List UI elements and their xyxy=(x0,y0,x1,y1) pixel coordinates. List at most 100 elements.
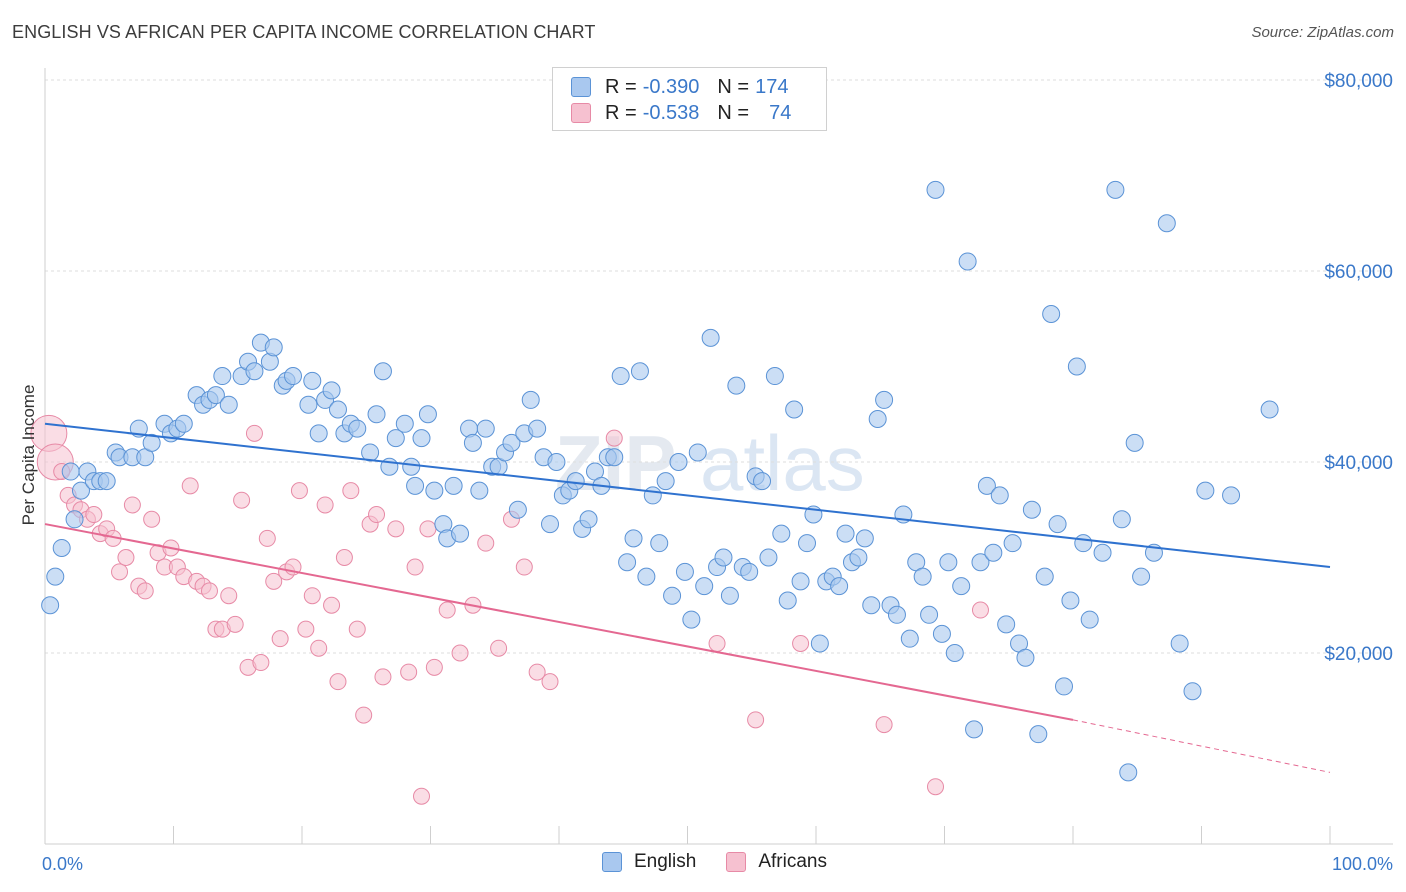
african-point xyxy=(316,496,334,514)
english-point xyxy=(41,596,60,615)
african-point xyxy=(875,716,893,734)
watermark-atlas: atlas xyxy=(700,419,865,507)
english-point xyxy=(637,567,656,586)
english-point xyxy=(1080,610,1099,629)
english-point xyxy=(1157,214,1176,233)
english-point xyxy=(284,367,303,386)
english-point xyxy=(618,553,637,572)
african-point xyxy=(747,711,765,729)
english-point xyxy=(656,472,675,491)
english-point xyxy=(1260,400,1279,419)
english-point xyxy=(386,429,405,448)
english-point xyxy=(663,586,682,605)
africans-trend-line xyxy=(44,523,1074,721)
african-point xyxy=(451,644,469,662)
english-point xyxy=(206,386,225,405)
legend-r-value: -0.538 xyxy=(642,101,700,124)
english-point xyxy=(61,462,80,481)
english-point xyxy=(862,596,881,615)
english-point xyxy=(759,548,778,567)
y-tick-label: $40,000 xyxy=(1324,453,1393,474)
african-point xyxy=(200,582,218,600)
series-legend: English Africans xyxy=(602,851,857,873)
x-tick-label: 0.0% xyxy=(42,854,83,874)
legend-swatch-english xyxy=(602,852,622,872)
english-point xyxy=(830,577,849,596)
english-point xyxy=(1003,534,1022,553)
english-point xyxy=(926,180,945,199)
english-point xyxy=(1042,304,1061,323)
english-point xyxy=(463,433,482,452)
english-point xyxy=(348,419,367,438)
english-point xyxy=(977,476,996,495)
y-tick-label: $60,000 xyxy=(1324,262,1393,283)
african-point xyxy=(323,596,341,614)
african-point xyxy=(329,673,347,691)
african-point xyxy=(406,558,424,576)
english-point xyxy=(630,362,649,381)
african-point xyxy=(117,549,135,566)
african-point xyxy=(419,520,437,538)
english-point xyxy=(624,529,643,548)
english-point xyxy=(46,567,65,586)
english-point xyxy=(219,395,238,414)
english-point xyxy=(650,534,669,553)
african-point xyxy=(233,491,251,509)
english-point xyxy=(939,553,958,572)
english-point xyxy=(1170,634,1189,653)
english-point xyxy=(71,481,90,500)
english-point xyxy=(418,405,437,424)
english-point xyxy=(611,367,630,386)
african-point xyxy=(252,654,270,672)
english-point xyxy=(714,548,733,567)
legend-label-africans: Africans xyxy=(758,851,827,872)
english-point xyxy=(1112,510,1131,529)
african-point xyxy=(528,663,546,681)
african-point xyxy=(220,587,238,605)
african-point xyxy=(490,639,508,657)
english-point xyxy=(444,476,463,495)
african-point xyxy=(368,506,386,524)
english-point xyxy=(875,390,894,409)
african-point xyxy=(792,634,810,652)
english-point xyxy=(264,338,283,357)
correlation-legend: R = -0.390 N = 174 R = -0.538 N = 74 xyxy=(552,67,827,131)
african-point xyxy=(136,582,154,600)
english-point xyxy=(328,400,347,419)
africans-trend-extension xyxy=(1072,719,1331,773)
legend-n-label: N = xyxy=(717,101,750,124)
english-point xyxy=(1048,515,1067,534)
english-point xyxy=(547,453,566,471)
english-point xyxy=(695,577,714,596)
english-point xyxy=(97,472,116,491)
english-trend-line xyxy=(44,422,1331,569)
x-tick-label: 100.0% xyxy=(1332,854,1393,874)
english-point xyxy=(406,476,425,495)
english-point xyxy=(643,486,662,505)
english-point xyxy=(785,400,804,419)
african-point xyxy=(85,506,103,524)
english-point xyxy=(913,567,932,586)
english-point xyxy=(1016,648,1035,667)
english-point xyxy=(932,624,951,643)
english-point xyxy=(425,481,444,500)
english-point xyxy=(791,572,810,591)
african-point xyxy=(123,496,141,514)
english-point xyxy=(810,634,829,653)
african-point xyxy=(290,482,308,500)
english-point xyxy=(1183,682,1202,701)
y-tick-labels: $20,000 $40,000 $60,000 $80,000 xyxy=(1324,71,1393,665)
english-point xyxy=(502,433,521,452)
english-point xyxy=(1106,180,1125,199)
english-point xyxy=(701,328,720,347)
english-point xyxy=(849,548,868,567)
english-point xyxy=(451,524,470,543)
african-point xyxy=(342,482,360,500)
african-point xyxy=(387,520,405,538)
y-tick-label: $80,000 xyxy=(1324,71,1393,92)
english-point xyxy=(245,362,264,381)
english-point xyxy=(1029,725,1048,744)
african-point xyxy=(355,706,373,724)
english-point xyxy=(772,524,791,543)
english-point xyxy=(688,443,707,462)
